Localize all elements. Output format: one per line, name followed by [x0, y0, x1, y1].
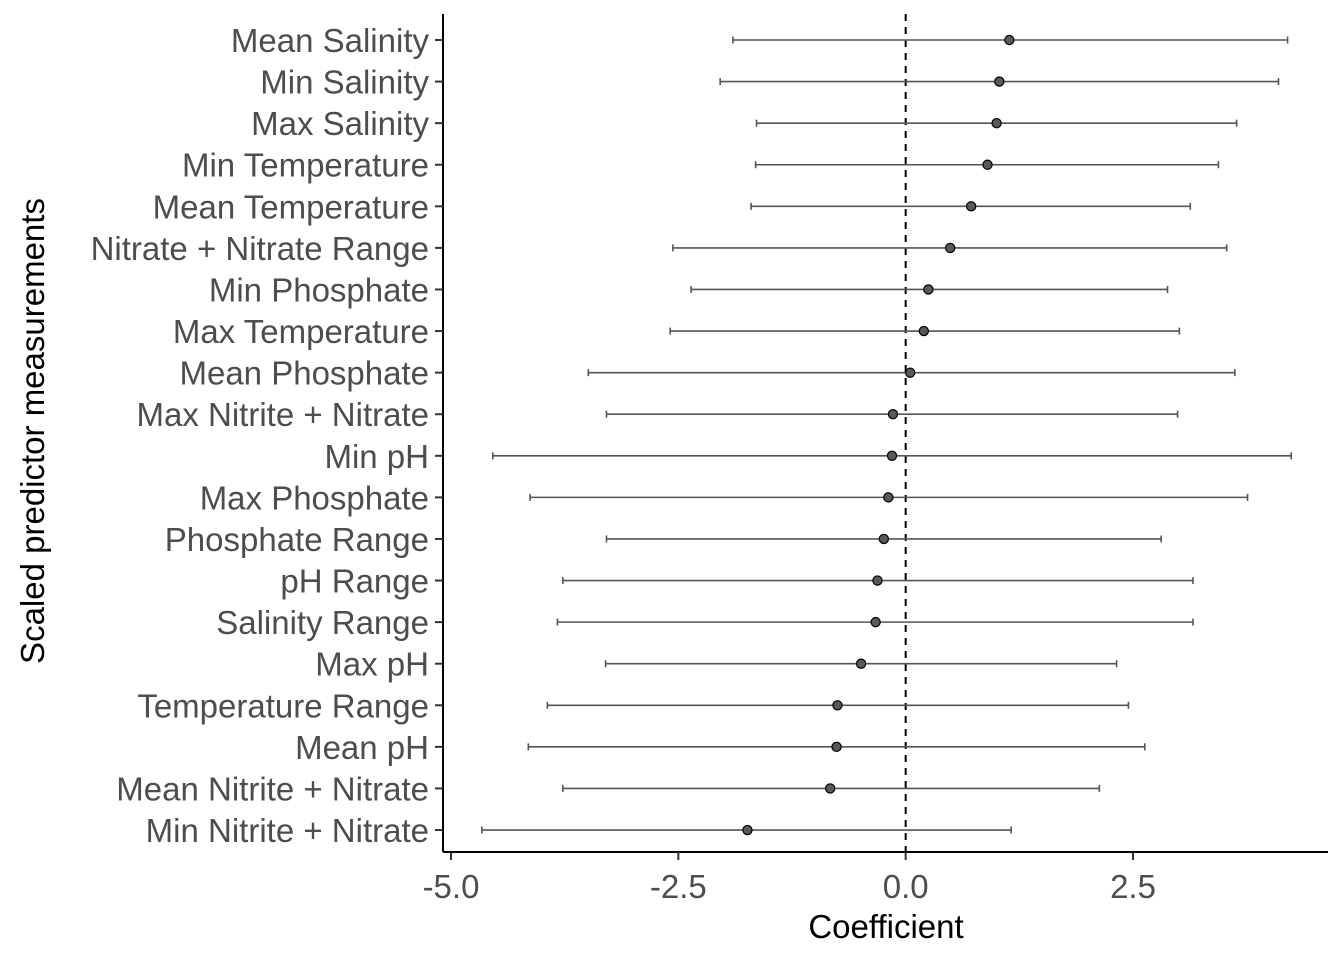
estimate-point [824, 783, 836, 794]
estimate-point [883, 492, 894, 503]
y-tick-label: Min Salinity [260, 64, 429, 101]
y-tick-label: Mean Phosphate [179, 355, 429, 392]
x-tick-label: -2.5 [650, 868, 707, 905]
estimate-point [831, 741, 842, 753]
estimate-point [982, 159, 993, 170]
y-axis-title: Scaled predictor measurements [14, 198, 51, 664]
estimate-point [945, 242, 956, 254]
estimate-point [887, 409, 899, 420]
x-tick-label: 2.5 [1110, 868, 1156, 905]
estimate-point [918, 325, 930, 337]
estimate-point [832, 700, 843, 711]
y-tick-label: Salinity Range [216, 604, 429, 641]
x-axis-title: Coefficient [808, 908, 963, 945]
estimate-point [905, 367, 916, 378]
estimate-point [870, 616, 881, 628]
y-tick-label: Min Phosphate [209, 271, 429, 308]
y-tick-label: Max Phosphate [200, 479, 429, 516]
y-tick-label: Mean pH [295, 729, 429, 766]
y-tick-label: Max Temperature [173, 313, 429, 350]
estimate-point [991, 117, 1002, 129]
y-tick-label: Mean Temperature [153, 188, 429, 225]
estimate-point [1004, 34, 1015, 46]
x-tick-label: 0.0 [883, 868, 929, 905]
estimate-point [855, 658, 867, 669]
y-tick-label: Temperature Range [137, 687, 429, 724]
y-tick-label: Max pH [315, 646, 429, 683]
y-tick-label: Max Nitrite + Nitrate [137, 396, 430, 433]
y-tick-label: Mean Nitrite + Nitrate [116, 770, 429, 807]
estimate-point [886, 450, 898, 461]
estimate-point [994, 76, 1005, 87]
y-tick-label: Nitrate + Nitrate Range [91, 230, 429, 267]
estimate-point [878, 533, 890, 545]
estimate-point [923, 284, 934, 295]
estimate-point [742, 824, 753, 836]
estimate-point [872, 575, 883, 586]
y-tick-label: Min pH [324, 438, 429, 475]
x-tick-label: -5.0 [423, 868, 480, 905]
y-tick-label: Phosphate Range [165, 521, 429, 558]
estimate-point [965, 201, 977, 212]
y-tick-label: pH Range [280, 563, 429, 600]
y-tick-label: Mean Salinity [231, 22, 430, 59]
y-tick-label: Max Salinity [251, 105, 429, 142]
y-tick-label: Min Nitrite + Nitrate [146, 812, 429, 849]
plot-area: -5.0 -2.5 0.0 2.5 Mean Salinity Min Salinity M… [91, 14, 1328, 905]
y-tick-label: Min Temperature [182, 147, 429, 184]
